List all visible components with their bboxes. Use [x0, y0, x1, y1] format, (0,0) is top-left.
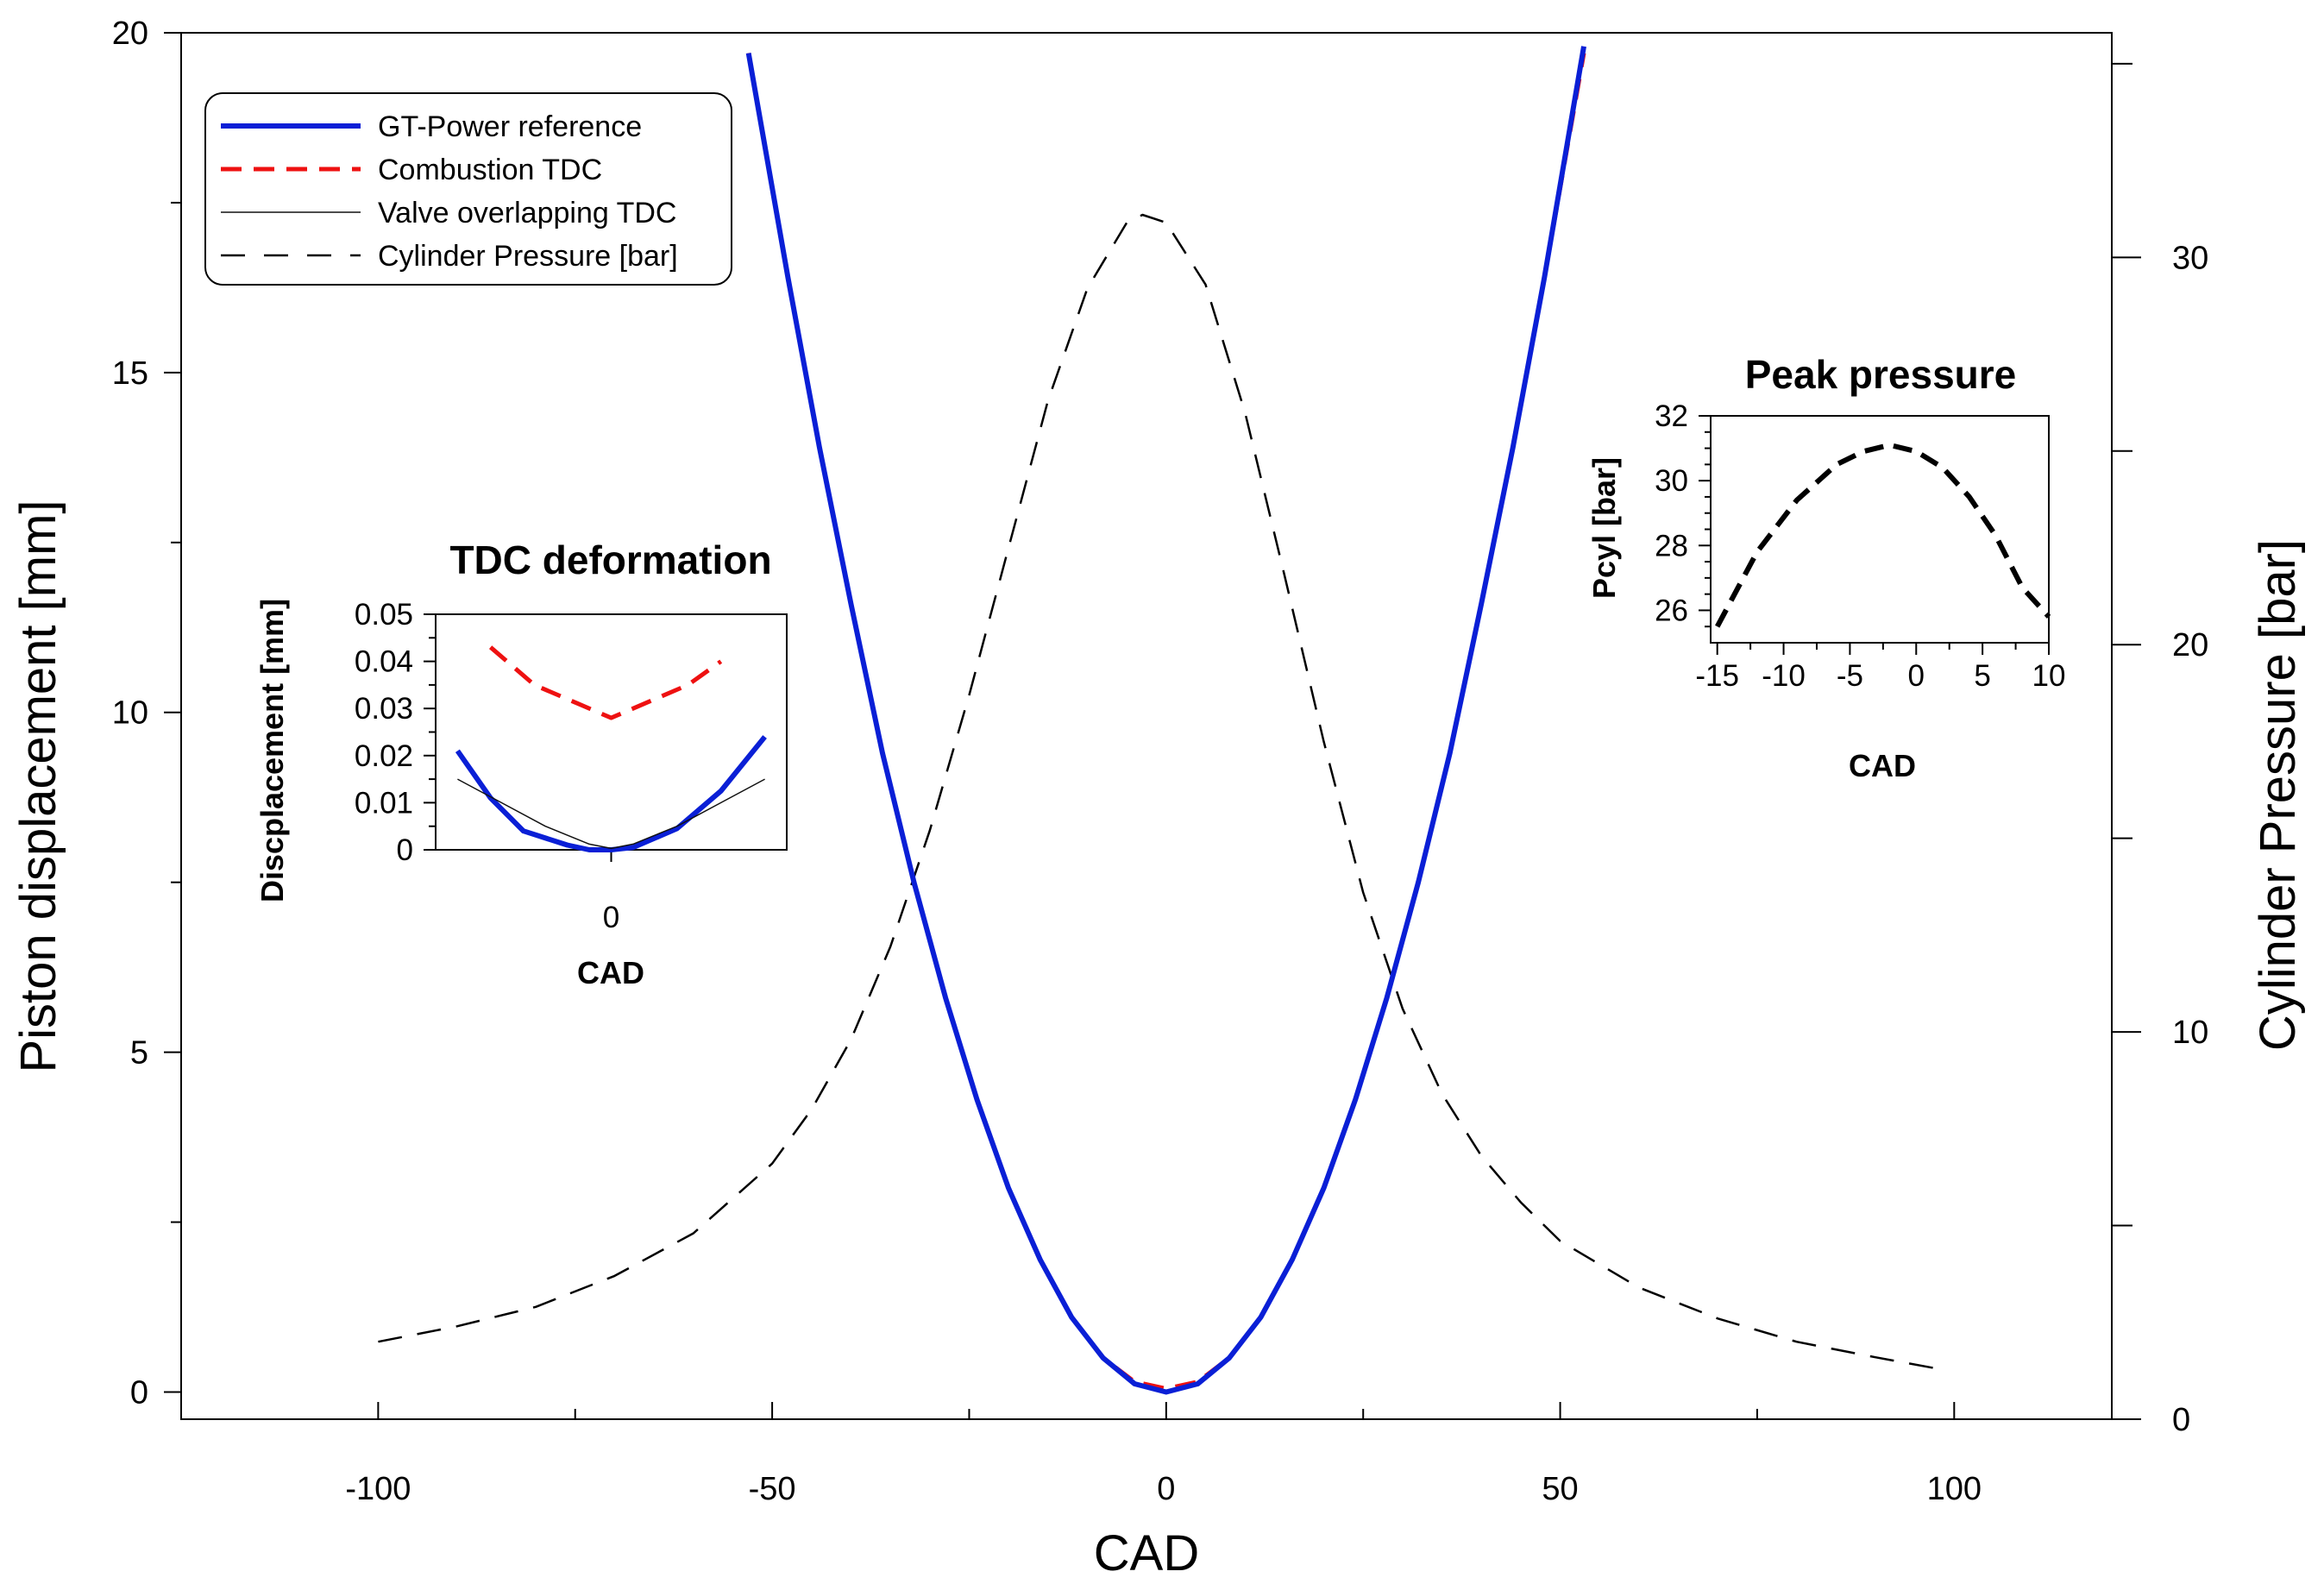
inset-tdc-series-combustion-tdc: [488, 645, 723, 720]
series-line-gt-power-reference: [745, 46, 1586, 1395]
legend-label-combustion-tdc: Combustion TDC: [378, 154, 602, 186]
inset-peak-x-tick-label: 0: [1908, 659, 1925, 693]
x-tick-label: -50: [749, 1471, 796, 1507]
y-tick-label: 5: [130, 1035, 148, 1072]
y-tick-label: 20: [112, 16, 148, 52]
y2-tick-label: 10: [2172, 1015, 2208, 1051]
x-tick-label: 50: [1542, 1471, 1578, 1507]
legend-box: [204, 92, 732, 286]
inset-peak-pressure: 26 28 30 32 -15 -10 -5 0 5 10 Peak pressure CAD Pcyl…: [1586, 352, 2065, 783]
x-axis-title: CAD: [1094, 1525, 1199, 1581]
inset-peak-y-tick-label: 28: [1655, 529, 1688, 563]
inset-peak-x-tick-label: 10: [2032, 659, 2066, 693]
y2-axis-title: Cylinder Pressure [bar]: [2250, 539, 2306, 1051]
legend-label-gt-power-reference: GT-Power reference: [378, 110, 642, 143]
inset-tdc-y-tick-label: 0: [397, 833, 413, 867]
y2-tick-label: 30: [2172, 240, 2208, 276]
inset-peak-x-tick-label: -5: [1837, 659, 1863, 693]
y-tick-label: 15: [112, 355, 148, 392]
inset-peak-y-tick-label: 26: [1655, 594, 1688, 627]
inset-tdc-deformation: 0 0.01 0.02 0.03 0.04 0.05 0 TDC deformation CAD…: [254, 537, 788, 990]
series-line-cylinder-pressure-bar: [378, 213, 1939, 1370]
inset-tdc-series-valve-overlapping-tdc: [457, 778, 765, 850]
y-axis-title: Piston displacement [mm]: [10, 500, 66, 1072]
plot-frame: [180, 32, 2113, 1420]
inset-tdc-x-tick-label: 0: [603, 901, 619, 934]
y-tick-label: 0: [130, 1374, 148, 1411]
inset-peak-title: Peak pressure: [1745, 352, 2017, 397]
inset-tdc-y-tick-label: 0.01: [355, 786, 413, 820]
inset-tdc-x-title: CAD: [577, 955, 644, 990]
inset-tdc-title: TDC deformation: [449, 537, 771, 582]
inset-peak-x-tick-label: -15: [1695, 659, 1739, 693]
inset-peak-x-tick-label: 5: [1974, 659, 1990, 693]
x-tick-label: -100: [345, 1471, 411, 1507]
inset-peak-x-tick-label: -10: [1762, 659, 1806, 693]
inset-peak-y-tick-label: 32: [1655, 399, 1688, 433]
inset-peak-y-title: Pcyl [bar]: [1586, 457, 1622, 599]
inset-tdc-frame: [435, 613, 788, 851]
x-tick-label: 0: [1157, 1471, 1175, 1507]
inset-tdc-y-tick-label: 0.02: [355, 739, 413, 773]
inset-peak-series-cylinder-pressure-bar: [1715, 442, 2051, 628]
inset-tdc-y-tick-label: 0.05: [355, 598, 413, 632]
inset-peak-x-title: CAD: [1849, 748, 1916, 783]
x-tick-label: 100: [1927, 1471, 1982, 1507]
legend-label-valve-overlapping-tdc: Valve overlapping TDC: [378, 197, 676, 229]
y-tick-label: 10: [112, 695, 148, 732]
inset-tdc-series-gt-power-reference: [455, 735, 767, 852]
inset-tdc-y-tick-label: 0.03: [355, 692, 413, 726]
inset-tdc-y-title: Discplacement [mm]: [254, 599, 290, 902]
y2-tick-label: 0: [2172, 1402, 2190, 1438]
y2-tick-label: 20: [2172, 627, 2208, 663]
inset-peak-y-tick-label: 30: [1655, 464, 1688, 498]
legend: GT-Power reference Combustion TDC Valve ov…: [204, 92, 732, 286]
inset-tdc-y-tick-label: 0.04: [355, 645, 413, 679]
legend-label-cylinder-pressure-bar: Cylinder Pressure [bar]: [378, 240, 678, 273]
